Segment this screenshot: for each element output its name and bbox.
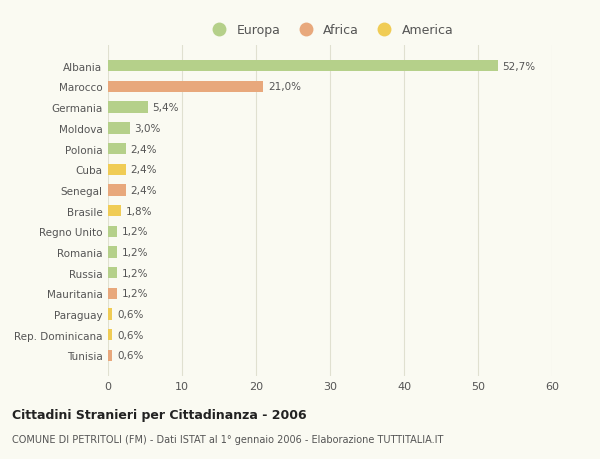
Text: 0,6%: 0,6%	[117, 309, 143, 319]
Text: 3,0%: 3,0%	[134, 123, 161, 134]
Text: 1,2%: 1,2%	[121, 227, 148, 237]
Text: 1,2%: 1,2%	[121, 268, 148, 278]
Text: 5,4%: 5,4%	[152, 103, 179, 113]
Bar	[108, 164, 126, 175]
Bar	[108, 309, 112, 320]
Text: 2,4%: 2,4%	[130, 144, 157, 154]
Bar	[108, 206, 121, 217]
Text: 2,4%: 2,4%	[130, 165, 157, 175]
Bar	[108, 61, 498, 72]
Bar	[108, 226, 117, 237]
Bar	[108, 330, 112, 341]
Bar	[108, 123, 130, 134]
Text: 21,0%: 21,0%	[268, 82, 301, 92]
Bar	[108, 185, 126, 196]
Bar	[108, 144, 126, 155]
Bar	[108, 102, 148, 113]
Text: COMUNE DI PETRITOLI (FM) - Dati ISTAT al 1° gennaio 2006 - Elaborazione TUTTITAL: COMUNE DI PETRITOLI (FM) - Dati ISTAT al…	[12, 434, 443, 444]
Text: Cittadini Stranieri per Cittadinanza - 2006: Cittadini Stranieri per Cittadinanza - 2…	[12, 409, 307, 421]
Text: 0,6%: 0,6%	[117, 351, 143, 361]
Text: 0,6%: 0,6%	[117, 330, 143, 340]
Bar	[108, 268, 117, 279]
Text: 52,7%: 52,7%	[502, 62, 536, 72]
Text: 2,4%: 2,4%	[130, 185, 157, 196]
Text: 1,2%: 1,2%	[121, 247, 148, 257]
Bar	[108, 82, 263, 93]
Bar	[108, 288, 117, 299]
Bar	[108, 247, 117, 258]
Text: 1,8%: 1,8%	[126, 206, 152, 216]
Text: 1,2%: 1,2%	[121, 289, 148, 299]
Legend: Europa, Africa, America: Europa, Africa, America	[202, 19, 458, 42]
Bar	[108, 350, 112, 361]
